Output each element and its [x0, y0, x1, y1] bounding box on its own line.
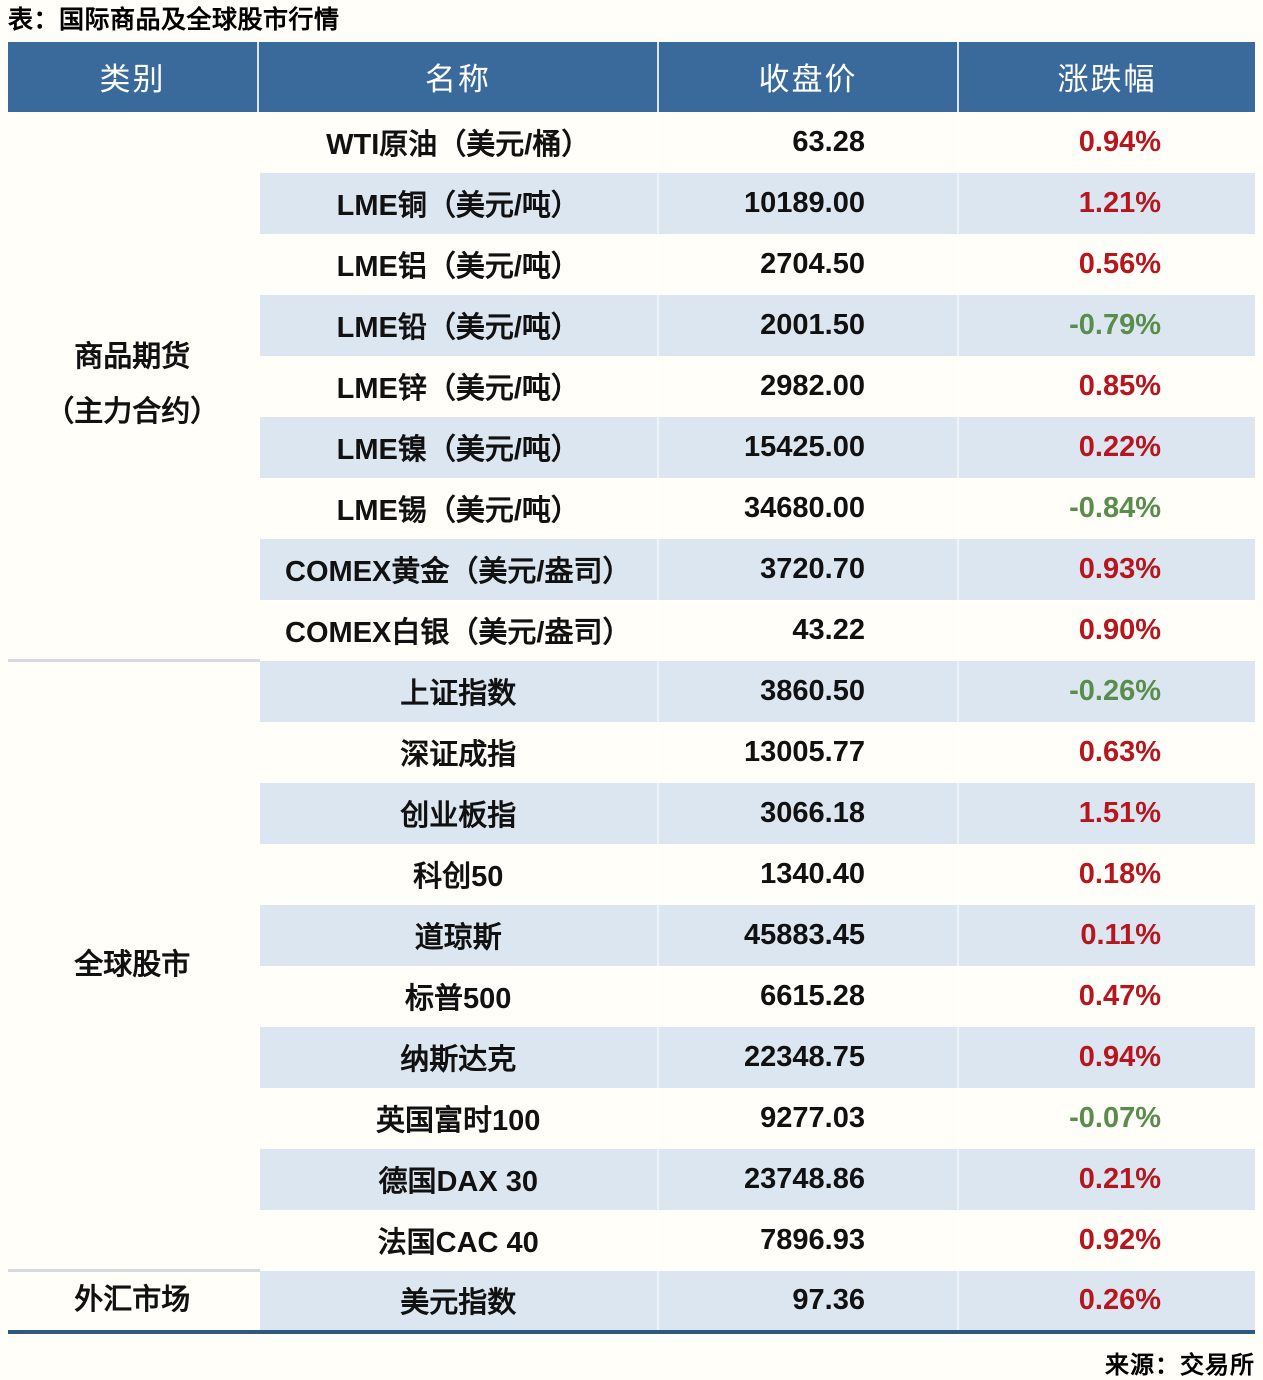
table-row: 深证成指 13005.77 0.63% [8, 721, 1255, 783]
close-price: 7896.93 [657, 1209, 958, 1271]
close-price: 6615.28 [657, 965, 958, 1027]
close-price: 43.22 [657, 599, 958, 661]
change-percent: -0.79% [957, 294, 1255, 356]
header-name: 名称 [257, 41, 658, 112]
close-price: 22348.75 [657, 1026, 958, 1088]
change-percent: 0.26% [957, 1270, 1255, 1332]
table-row: LME镍（美元/吨） 15425.00 0.22% [8, 416, 1255, 478]
change-percent: 0.63% [957, 721, 1255, 783]
change-percent: -0.26% [957, 660, 1255, 722]
change-percent: 0.56% [957, 233, 1255, 295]
instrument-name: 纳斯达克 [258, 1026, 658, 1088]
change-percent: 0.94% [957, 111, 1255, 173]
change-percent: 0.94% [957, 1026, 1255, 1088]
close-price: 15425.00 [657, 416, 958, 478]
table-body: 商品期货 （主力合约） WTI原油（美元/桶） 63.28 0.94% LME铜（美元/… [8, 111, 1255, 1332]
close-price: 2001.50 [657, 294, 958, 356]
close-price: 13005.77 [657, 721, 958, 783]
instrument-name: LME铝（美元/吨） [336, 251, 580, 283]
header-change-percent: 涨跌幅 [957, 41, 1255, 112]
table-row: 德国DAX 30 23748.86 0.21% [8, 1148, 1255, 1210]
instrument-name: 科创50 [413, 861, 504, 893]
close-price: 45883.45 [657, 904, 958, 966]
table-row: LME铜（美元/吨） 10189.00 1.21% [8, 172, 1255, 234]
instrument-name: 深证成指 [400, 739, 517, 771]
table-row: LME锌（美元/吨） 2982.00 0.85% [8, 355, 1255, 417]
change-percent: 0.85% [957, 355, 1255, 417]
instrument-name: COMEX黄金（美元/盎司） [258, 538, 658, 600]
table-row: 道琼斯 45883.45 0.11% [8, 904, 1255, 966]
change-percent: 0.18% [957, 843, 1255, 905]
instrument-name: 上证指数 [258, 660, 658, 722]
page-title: 表：国际商品及全球股市行情 [8, 6, 340, 34]
change-percent: 0.22% [957, 416, 1255, 478]
instrument-name: LME铅（美元/吨） [258, 294, 658, 356]
close-price: 97.36 [657, 1270, 958, 1332]
table-row: LME锡（美元/吨） 34680.00 -0.84% [8, 477, 1255, 539]
close-price: 23748.86 [657, 1148, 958, 1210]
close-price: 2704.50 [657, 233, 958, 295]
close-price: 34680.00 [657, 477, 958, 539]
change-percent: 0.92% [957, 1209, 1255, 1271]
change-percent: -0.84% [957, 477, 1255, 539]
instrument-name: LME镍（美元/吨） [258, 416, 658, 478]
table-row: 纳斯达克 22348.75 0.94% [8, 1026, 1255, 1088]
change-percent: 0.90% [957, 599, 1255, 661]
category-cell: 商品期货 （主力合约） [8, 111, 260, 662]
table-row: 科创50 1340.40 0.18% [8, 843, 1255, 905]
close-price: 63.28 [657, 111, 958, 173]
change-percent: 1.51% [957, 782, 1255, 844]
table-row: 英国富时100 9277.03 -0.07% [8, 1087, 1255, 1149]
table-row: COMEX黄金（美元/盎司） 3720.70 0.93% [8, 538, 1255, 600]
table-row: 外汇市场 美元指数 97.36 0.26% [8, 1270, 1255, 1332]
change-percent: 0.11% [957, 904, 1255, 966]
header-close-price: 收盘价 [657, 41, 958, 112]
category-cell: 外汇市场 [8, 1270, 260, 1332]
close-price: 3860.50 [657, 660, 958, 722]
table-row: 法国CAC 40 7896.93 0.92% [8, 1209, 1255, 1271]
instrument-name: 创业板指 [258, 782, 658, 844]
change-percent: 0.93% [957, 538, 1255, 600]
instrument-name: COMEX白银（美元/盎司） [285, 617, 632, 649]
instrument-name: LME锡（美元/吨） [336, 495, 580, 527]
table-row: 标普500 6615.28 0.47% [8, 965, 1255, 1027]
table-row: COMEX白银（美元/盎司） 43.22 0.90% [8, 599, 1255, 661]
table-row: 商品期货 （主力合约） WTI原油（美元/桶） 63.28 0.94% [8, 111, 1255, 662]
instrument-name: 英国富时100 [376, 1105, 541, 1137]
table-row: 全球股市 上证指数 3860.50 -0.26% [8, 660, 1255, 1272]
instrument-name: 美元指数 [258, 1270, 658, 1332]
change-percent: 0.47% [957, 965, 1255, 1027]
table-row: LME铅（美元/吨） 2001.50 -0.79% [8, 294, 1255, 356]
change-percent: 0.21% [957, 1148, 1255, 1210]
instrument-name: WTI原油（美元/桶） [326, 129, 591, 161]
instrument-name: 德国DAX 30 [258, 1148, 658, 1210]
table-row: 创业板指 3066.18 1.51% [8, 782, 1255, 844]
source-note: 来源：交易所 [1105, 1351, 1255, 1379]
close-price: 2982.00 [657, 355, 958, 417]
close-price: 1340.40 [657, 843, 958, 905]
category-cell: 全球股市 [8, 660, 260, 1272]
instrument-name: 标普500 [405, 983, 512, 1015]
close-price: 3720.70 [657, 538, 958, 600]
header-category: 类别 [8, 41, 258, 112]
change-percent: 1.21% [957, 172, 1255, 234]
table-row: LME铝（美元/吨） 2704.50 0.56% [8, 233, 1255, 295]
table-header: 类别 名称 收盘价 涨跌幅 [8, 41, 1255, 112]
change-percent: -0.07% [957, 1087, 1255, 1149]
close-price: 3066.18 [657, 782, 958, 844]
header-row: 类别 名称 收盘价 涨跌幅 [8, 41, 1255, 112]
market-quotes-table: 类别 名称 收盘价 涨跌幅 商品期货 （主力合约） WTI原油（美元/桶） 63.2… [8, 41, 1255, 1334]
instrument-name: LME锌（美元/吨） [336, 373, 580, 405]
instrument-name: 道琼斯 [258, 904, 658, 966]
close-price: 9277.03 [657, 1087, 958, 1149]
close-price: 10189.00 [657, 172, 958, 234]
instrument-name: 法国CAC 40 [377, 1227, 539, 1259]
instrument-name: LME铜（美元/吨） [258, 172, 658, 234]
